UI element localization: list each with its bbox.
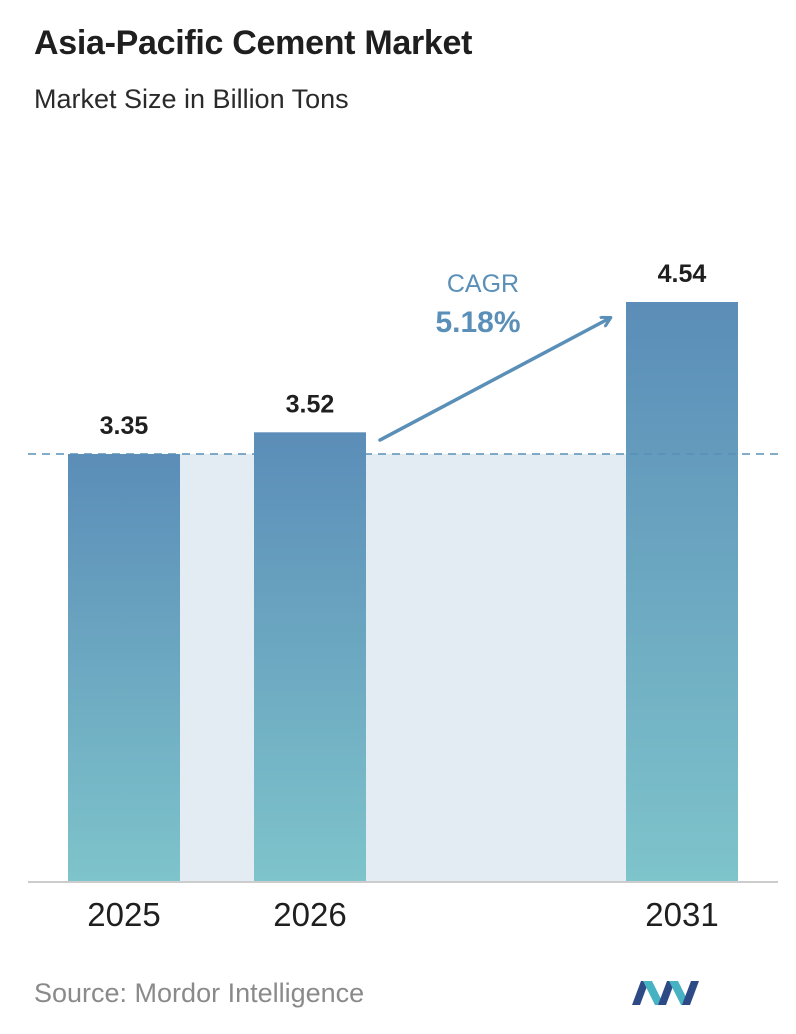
gap-band <box>366 454 626 882</box>
cagr-value: 5.18% <box>435 306 520 339</box>
bars <box>68 302 738 882</box>
data-label-2026: 3.52 <box>286 390 335 418</box>
cagr-arrow <box>378 318 610 442</box>
bar-gap-bands <box>180 454 626 882</box>
chart-title: Asia-Pacific Cement Market <box>34 24 473 62</box>
x-tick-labels: 2025 2026 2031 <box>87 896 718 933</box>
data-label-2031: 4.54 <box>658 260 707 288</box>
bar-chart: 3.35 3.52 4.54 2025 2026 2031 CAGR 5.18% <box>28 260 780 933</box>
mordor-intelligence-logo-icon <box>632 981 699 1005</box>
gap-band <box>180 454 254 882</box>
source-text: Source: Mordor Intelligence <box>34 978 365 1008</box>
x-tick-label-2025: 2025 <box>87 896 160 933</box>
chart-subtitle: Market Size in Billion Tons <box>34 84 349 114</box>
bar-2026 <box>254 432 366 882</box>
cagr-label: CAGR <box>447 270 519 298</box>
data-labels: 3.35 3.52 4.54 <box>100 260 707 440</box>
x-tick-label-2026: 2026 <box>273 896 346 933</box>
x-tick-label-2031: 2031 <box>645 896 718 933</box>
bar-2031 <box>626 302 738 882</box>
bar-2025 <box>68 454 180 882</box>
data-label-2025: 3.35 <box>100 412 149 440</box>
